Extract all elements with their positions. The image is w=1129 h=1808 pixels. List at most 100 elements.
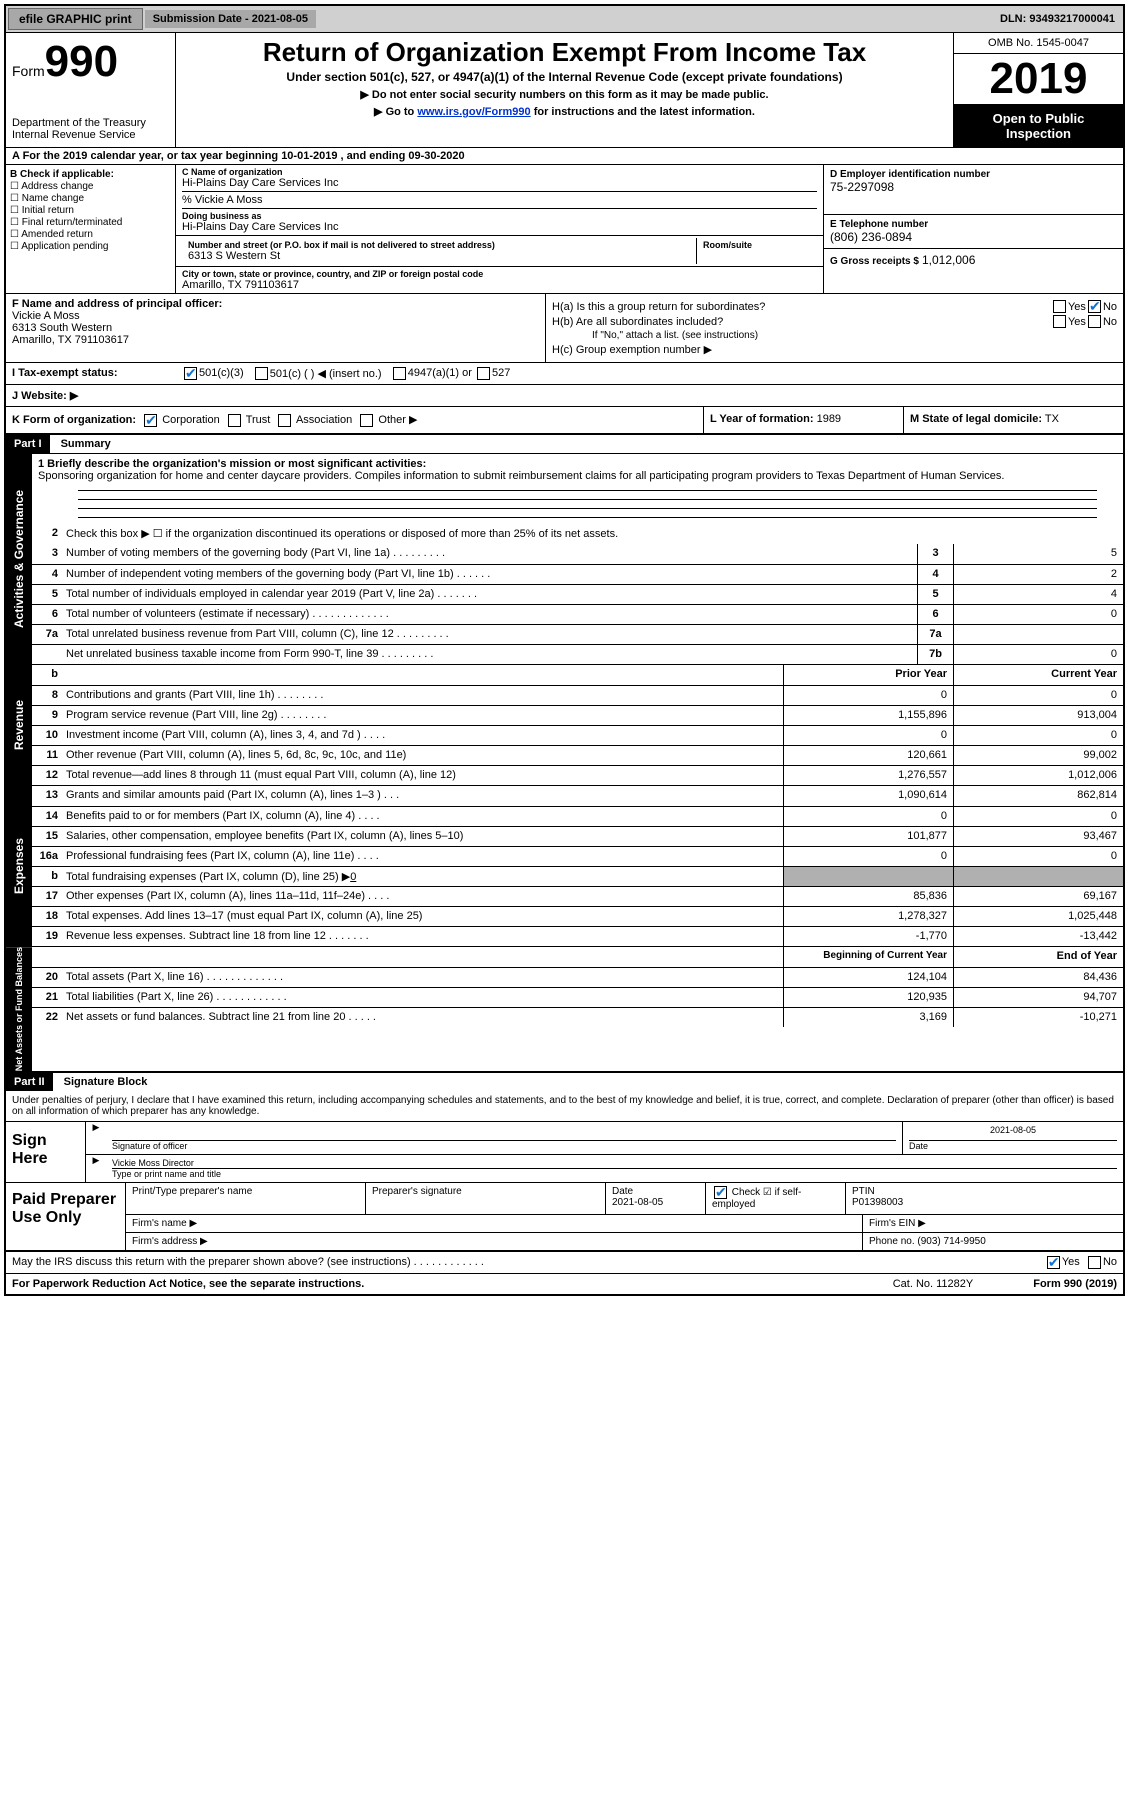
chk-initial-return[interactable]: ☐ Initial return xyxy=(10,205,171,216)
hb-no[interactable] xyxy=(1088,315,1101,328)
line-2: Check this box ▶ ☐ if the organization d… xyxy=(62,524,1123,544)
netassets-section: Net Assets or Fund Balances Beginning of… xyxy=(6,946,1123,1071)
paid-preparer-label: Paid Preparer Use Only xyxy=(6,1183,126,1250)
firm-name-row: Firm's name ▶ Firm's EIN ▶ xyxy=(126,1215,1123,1233)
self-employed-check[interactable]: Check ☑ if self-employed xyxy=(706,1183,846,1214)
chk-501c3[interactable] xyxy=(184,367,197,380)
form-ref: Form 990 (2019) xyxy=(1033,1278,1117,1290)
chk-corp[interactable] xyxy=(144,414,157,427)
ha-yes[interactable] xyxy=(1053,300,1066,313)
prior-12: 1,276,557 xyxy=(783,766,953,785)
chk-527[interactable] xyxy=(477,367,490,380)
line-19: Revenue less expenses. Subtract line 18 … xyxy=(62,927,783,946)
hb-note: If "No," attach a list. (see instruction… xyxy=(592,330,1117,341)
discuss-row: May the IRS discuss this return with the… xyxy=(6,1252,1123,1274)
subtitle: Under section 501(c), 527, or 4947(a)(1)… xyxy=(180,70,949,84)
prior-8: 0 xyxy=(783,686,953,705)
prior-20: 124,104 xyxy=(783,968,953,987)
curr-9: 913,004 xyxy=(953,706,1123,725)
h-a-row: H(a) Is this a group return for subordin… xyxy=(552,300,1117,313)
prior-22: 3,169 xyxy=(783,1008,953,1027)
form990-link[interactable]: www.irs.gov/Form990 xyxy=(417,106,530,118)
chk-501c[interactable] xyxy=(255,367,268,380)
hdr-end: End of Year xyxy=(953,947,1123,967)
chk-4947[interactable] xyxy=(393,367,406,380)
firm-addr-row: Firm's address ▶ Phone no. (903) 714-995… xyxy=(126,1233,1123,1250)
part2-title: Signature Block xyxy=(56,1073,156,1091)
line-11: Other revenue (Part VIII, column (A), li… xyxy=(62,746,783,765)
line-3: Number of voting members of the governin… xyxy=(62,544,917,564)
discuss-no[interactable] xyxy=(1088,1256,1101,1269)
prior-9: 1,155,896 xyxy=(783,706,953,725)
val-5: 4 xyxy=(953,585,1123,604)
row-j-website: J Website: ▶ xyxy=(6,385,1123,407)
prior-18: 1,278,327 xyxy=(783,907,953,926)
form-number-cell: Form990 Department of the Treasury Inter… xyxy=(6,33,176,147)
sign-here-block: Sign Here ▶ Signature of officer 2021-08… xyxy=(6,1122,1123,1183)
curr-11: 99,002 xyxy=(953,746,1123,765)
vtab-netassets: Net Assets or Fund Balances xyxy=(6,947,32,1071)
org-name-row: C Name of organization Hi-Plains Day Car… xyxy=(176,165,823,236)
line-18: Total expenses. Add lines 13–17 (must eq… xyxy=(62,907,783,926)
col-h-group: H(a) Is this a group return for subordin… xyxy=(546,294,1123,362)
ein-value: 75-2297098 xyxy=(830,180,1117,194)
m-state: M State of legal domicile: TX xyxy=(903,407,1123,433)
part2-tab: Part II xyxy=(6,1073,53,1091)
prep-date: 2021-08-05 xyxy=(612,1197,699,1208)
line-1-mission: 1 Briefly describe the organization's mi… xyxy=(32,454,1123,524)
curr-16a: 0 xyxy=(953,847,1123,866)
prior-19: -1,770 xyxy=(783,927,953,946)
sign-here-label: Sign Here xyxy=(6,1122,86,1182)
line-10: Investment income (Part VIII, column (A)… xyxy=(62,726,783,745)
note-ssn: ▶ Do not enter social security numbers o… xyxy=(180,88,949,101)
ha-no[interactable] xyxy=(1088,300,1101,313)
officer-addr1: 6313 South Western xyxy=(12,322,539,334)
phone-value: (806) 236-0894 xyxy=(830,230,1117,244)
line-5: Total number of individuals employed in … xyxy=(62,585,917,604)
dln: DLN: 93493217000041 xyxy=(992,10,1123,28)
note-link: ▶ Go to www.irs.gov/Form990 for instruct… xyxy=(180,105,949,118)
officer-addr2: Amarillo, TX 791103617 xyxy=(12,334,539,346)
h-b-row: H(b) Are all subordinates included? Yes … xyxy=(552,315,1117,328)
prior-11: 120,661 xyxy=(783,746,953,765)
line-20: Total assets (Part X, line 16) . . . . .… xyxy=(62,968,783,987)
col-d-through-g: D Employer identification number 75-2297… xyxy=(823,165,1123,293)
chk-amended[interactable]: ☐ Amended return xyxy=(10,229,171,240)
chk-pending[interactable]: ☐ Application pending xyxy=(10,241,171,252)
street-address: 6313 S Western St xyxy=(188,250,690,262)
sig-officer-row: ▶ Signature of officer 2021-08-05 Date xyxy=(86,1122,1123,1155)
room-suite-label: Room/suite xyxy=(703,240,811,250)
chk-assoc[interactable] xyxy=(278,414,291,427)
chk-address-change[interactable]: ☐ Address change xyxy=(10,181,171,192)
curr-12: 1,012,006 xyxy=(953,766,1123,785)
line-7b: Net unrelated business taxable income fr… xyxy=(62,645,917,664)
line-21: Total liabilities (Part X, line 26) . . … xyxy=(62,988,783,1007)
chk-trust[interactable] xyxy=(228,414,241,427)
gray-16b-p xyxy=(783,867,953,886)
hb-yes[interactable] xyxy=(1053,315,1066,328)
paperwork-notice: For Paperwork Reduction Act Notice, see … xyxy=(12,1278,893,1290)
chk-final-return[interactable]: ☐ Final return/terminated xyxy=(10,217,171,228)
org-name: Hi-Plains Day Care Services Inc xyxy=(182,177,817,189)
mission-text: Sponsoring organization for home and cen… xyxy=(38,470,1117,482)
discuss-yes[interactable] xyxy=(1047,1256,1060,1269)
efile-print-button[interactable]: efile GRAPHIC print xyxy=(8,8,143,30)
chk-name-change[interactable]: ☐ Name change xyxy=(10,193,171,204)
phone-row: E Telephone number (806) 236-0894 xyxy=(824,215,1123,249)
care-of: % Vickie A Moss xyxy=(182,191,817,206)
chk-other[interactable] xyxy=(360,414,373,427)
section-b-through-g: B Check if applicable: ☐ Address change … xyxy=(6,165,1123,294)
expenses-section: Expenses 13Grants and similar amounts pa… xyxy=(6,785,1123,946)
gray-16b-c xyxy=(953,867,1123,886)
line-16b: Total fundraising expenses (Part IX, col… xyxy=(62,867,783,886)
curr-22: -10,271 xyxy=(953,1008,1123,1027)
k-form-org: K Form of organization: Corporation Trus… xyxy=(6,407,703,433)
tax-year: 2019 xyxy=(954,54,1123,105)
curr-17: 69,167 xyxy=(953,887,1123,906)
prior-15: 101,877 xyxy=(783,827,953,846)
open-inspection: Open to Public Inspection xyxy=(954,105,1123,147)
curr-18: 1,025,448 xyxy=(953,907,1123,926)
val-7a xyxy=(953,625,1123,644)
b-header: B Check if applicable: xyxy=(10,169,171,180)
h-c-row: H(c) Group exemption number ▶ xyxy=(552,343,1117,356)
